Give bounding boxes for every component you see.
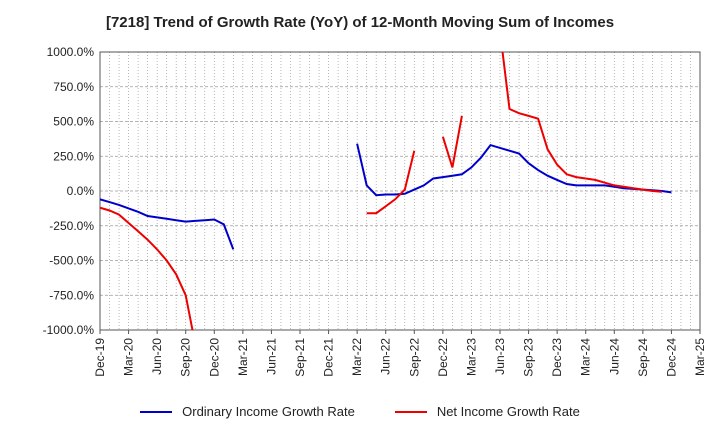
x-tick-label: Mar-23: [464, 338, 478, 376]
legend-swatch-ordinary: [140, 410, 173, 413]
x-tick-label: Jun-23: [493, 338, 507, 375]
x-tick-label: Dec-24: [664, 338, 678, 377]
chart-title: [7218] Trend of Growth Rate (YoY) of 12-…: [105, 14, 615, 31]
plot-frame: [99, 51, 701, 331]
series-lines: [100, 52, 672, 330]
ordinary-income-line: [100, 198, 235, 250]
legend-label-net: Net Income Growth Rate: [436, 404, 580, 419]
x-tick-label: Sep-20: [179, 338, 193, 377]
x-tick-label: Dec-23: [550, 338, 564, 377]
x-tick-label: Mar-20: [122, 338, 136, 376]
net-income-line: [100, 206, 194, 330]
y-tick-label: -1000.0%: [43, 323, 95, 337]
x-tick-label: Jun-20: [150, 338, 164, 375]
legend-swatch-net: [394, 410, 427, 413]
y-tick-label: 500.0%: [53, 115, 94, 129]
y-tick-label: -500.0%: [49, 254, 94, 268]
grid: [99, 51, 701, 331]
net-income-line: [501, 52, 662, 193]
axes: [99, 51, 701, 334]
legend: Ordinary Income Growth Rate Net Income G…: [0, 404, 720, 419]
y-tick-labels: 1000.0% 750.0% 500.0% 250.0% 0.0% -250.0% -500…: [43, 45, 95, 337]
net-income-line: [441, 115, 463, 168]
y-tick-label: 250.0%: [53, 149, 94, 163]
x-tick-label: Dec-19: [93, 338, 107, 377]
legend-item-ordinary[interactable]: Ordinary Income Growth Rate: [140, 404, 355, 419]
legend-item-net[interactable]: Net Income Growth Rate: [394, 404, 580, 419]
x-tick-label: Jun-21: [264, 338, 278, 375]
x-tick-label: Dec-21: [322, 338, 336, 377]
x-tick-label: Sep-22: [407, 338, 421, 377]
x-tick-label: Sep-24: [636, 338, 650, 377]
x-tick-label: Sep-21: [293, 338, 307, 377]
y-tick-label: 1000.0%: [47, 45, 95, 59]
x-tick-label: Mar-24: [579, 338, 593, 376]
x-tick-label: Jun-24: [607, 338, 621, 375]
ordinary-income-line: [356, 143, 672, 197]
y-tick-label: 750.0%: [53, 80, 94, 94]
y-tick-label: 0.0%: [67, 184, 95, 198]
y-tick-label: -750.0%: [49, 288, 94, 302]
y-tick-label: -250.0%: [49, 219, 94, 233]
x-tick-label: Mar-22: [350, 338, 364, 376]
x-tick-label: Dec-22: [436, 338, 450, 377]
legend-label-ordinary: Ordinary Income Growth Rate: [182, 404, 355, 419]
x-tick-label: Dec-20: [207, 338, 221, 377]
net-income-line: [366, 150, 416, 215]
x-tick-label: Mar-21: [236, 338, 250, 376]
x-tick-label: Jun-22: [379, 338, 393, 375]
x-tick-label: Mar-25: [693, 338, 707, 376]
x-tick-labels: Dec-19 Mar-20 Jun-20 Sep-20 Dec-20 Mar-21 Jun-…: [93, 338, 707, 377]
x-tick-label: Sep-23: [522, 338, 536, 377]
